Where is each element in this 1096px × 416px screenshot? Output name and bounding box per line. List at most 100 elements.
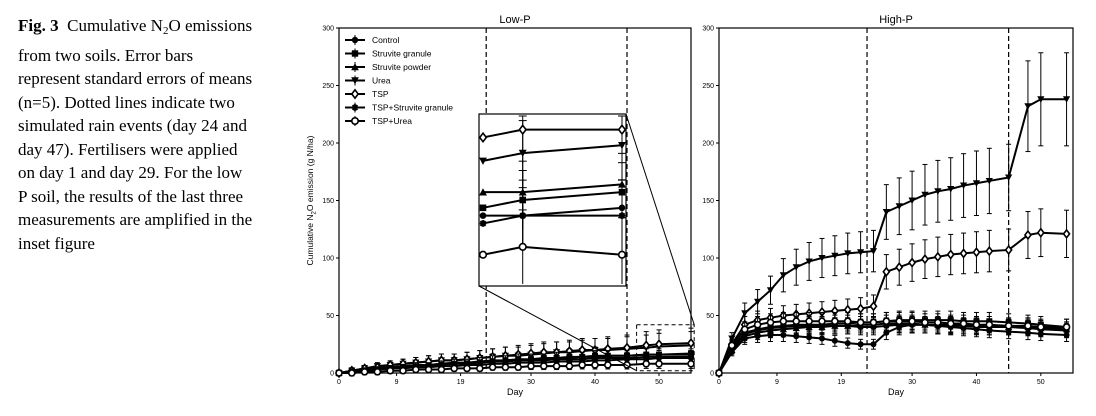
data-point [985,320,994,329]
data-point [489,358,496,365]
data-point [843,317,852,326]
data-point [579,356,586,363]
data-point [335,369,343,377]
zoom-region-box [636,324,695,372]
x-tick-label: 0 [337,379,341,386]
y-tick-label: 200 [322,141,334,148]
data-point [373,368,382,376]
data-point [882,209,890,216]
data-point [779,317,788,326]
inset-data-point [618,212,626,219]
data-point [972,247,981,258]
data-point [985,177,993,185]
y-tick-label: 100 [702,256,714,263]
data-point [515,357,522,364]
data-point [514,363,522,372]
chart-title: Low-P [499,14,530,26]
legend-item-tsp: TSP [345,88,389,100]
x-tick-label: 40 [591,379,599,386]
data-point [1023,229,1032,241]
y-tick-label: 0 [710,371,714,378]
series-urea [715,52,1071,377]
y-tick-label: 250 [322,83,334,90]
inset-frame [478,113,627,287]
data-point [870,341,877,348]
inset-series-tsp-urea [478,209,627,284]
data-point [895,203,903,210]
data-point [946,319,955,328]
x-tick-label: 40 [973,379,981,386]
data-point [857,341,864,348]
legend-label: TSP+Struvite granule [372,103,453,113]
data-point [450,364,458,373]
data-point [528,357,534,364]
data-point [882,266,891,278]
data-point [921,191,929,199]
data-point [686,337,696,349]
data-point [412,365,420,374]
data-point [972,180,981,187]
data-point [591,361,599,369]
x-tick-label: 19 [837,379,845,386]
inset-data-point [479,188,487,196]
legend: Control Struvite granule Struvite powder Ur… [345,35,453,126]
data-point [464,360,470,367]
chart-title: High-P [879,14,913,26]
x-axis-label: Day [507,387,524,397]
data-point [754,298,762,306]
legend-marker [351,36,359,44]
legend-label: Urea [372,76,391,86]
legend-marker [351,63,359,71]
x-tick-label: 0 [717,379,721,386]
legend-item-struvite-powder: Struvite powder [345,62,431,72]
data-point [831,252,839,260]
data-point [347,369,356,377]
legend-item-struvite-granule: Struvite granule [345,48,432,59]
data-point [831,337,838,344]
data-point [818,335,825,342]
data-point [818,255,826,262]
data-point [856,303,865,314]
y-axis-label: Cumulative N2O emission (g N/ha) [305,135,318,265]
y-tick-label: 150 [702,198,714,205]
data-point [360,368,369,376]
legend-marker [350,117,359,126]
data-point [856,318,865,327]
inset-data-point [479,157,487,165]
x-tick-label: 19 [457,379,465,386]
data-point [740,325,749,334]
data-point [715,369,723,377]
y-tick-label: 50 [706,313,714,320]
inset-data-point [518,242,527,252]
data-point [437,365,446,374]
legend-item-urea: Urea [345,75,391,86]
data-point [688,353,694,360]
data-point [424,365,433,374]
data-point [857,249,865,256]
figure-label: Fig. 3 [18,16,59,35]
data-point [728,341,736,350]
data-point [488,363,497,372]
inset-data-point [478,131,488,144]
inset-series-tsp [478,115,627,164]
data-point [908,257,917,268]
data-point [844,250,852,257]
legend-item-tsp-urea: TSP+Urea [345,116,412,126]
data-point [831,317,839,326]
data-point [792,264,800,271]
data-point [553,356,560,363]
data-point [895,261,904,273]
legend-label: TSP [372,89,389,99]
y-tick-label: 50 [326,313,334,320]
y-tick-label: 150 [322,198,334,205]
data-point [947,186,955,193]
data-point [527,362,535,370]
data-point [1024,103,1032,110]
data-point [656,353,662,360]
data-point [592,355,598,362]
data-point [959,319,968,328]
inset-data-point [478,250,488,259]
x-tick-label: 9 [395,379,399,386]
y-axis-label-subscript: 2 [312,210,318,214]
y-tick-label: 300 [322,26,334,33]
